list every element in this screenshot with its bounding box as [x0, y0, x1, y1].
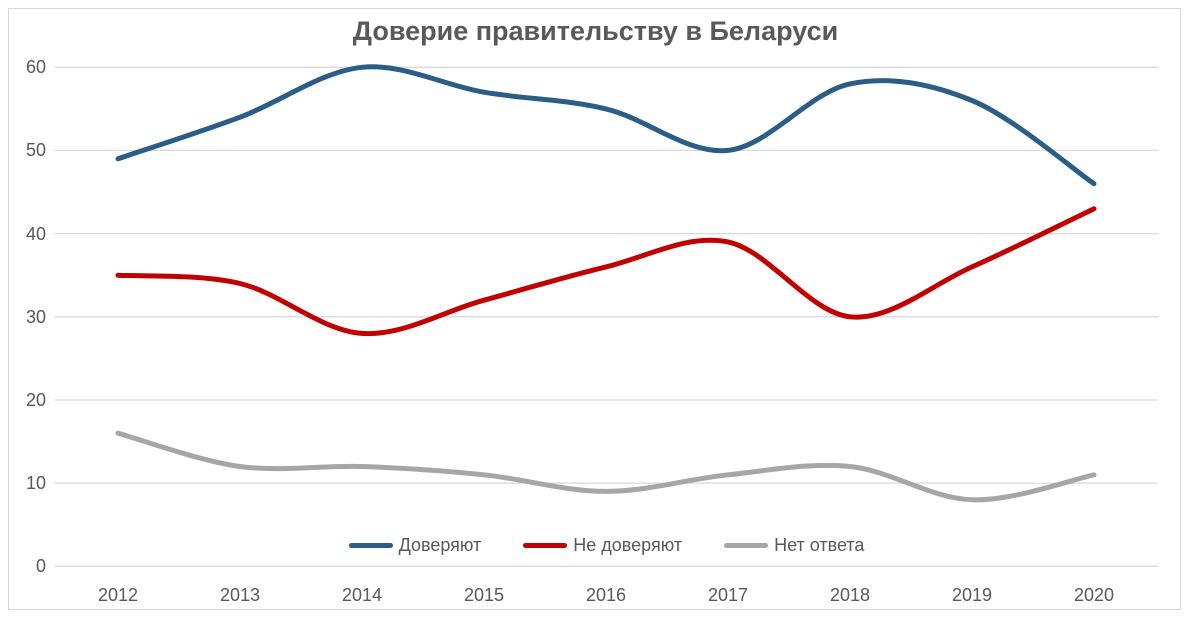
series-line-Нет ответа [115, 430, 1097, 503]
x-axis-label-2012: 2012 [97, 585, 139, 605]
legend-line-swatch [724, 542, 769, 548]
legend-label: Доверяют [398, 535, 482, 555]
y-axis-label-30: 30 [25, 306, 46, 327]
legend-line-swatch [348, 542, 393, 548]
legend: Доверяют Не доверяют Нет ответа [55, 534, 1158, 556]
x-axis-label-2018: 2018 [829, 585, 871, 605]
legend-label: Нет ответа [774, 535, 865, 555]
legend-label: Не доверяют [573, 535, 683, 555]
legend-line-swatch [523, 542, 568, 548]
x-axis-label-2019: 2019 [951, 585, 993, 605]
x-axis-label-2015: 2015 [463, 585, 505, 605]
x-axis-label-2020: 2020 [1073, 585, 1115, 605]
legend-item-Доверяют: Доверяют [348, 534, 482, 556]
x-axis-label-2014: 2014 [341, 585, 383, 605]
x-axis-label-2013: 2013 [219, 585, 261, 605]
y-axis-label-40: 40 [25, 223, 46, 244]
y-axis-label-10: 10 [25, 473, 46, 494]
y-axis-label-50: 50 [25, 140, 46, 161]
y-axis-label-20: 20 [25, 389, 46, 410]
series-line-Не доверяют [115, 206, 1097, 337]
legend-item-Нет ответа: Нет ответа [724, 534, 864, 556]
x-axis-label-2016: 2016 [585, 585, 627, 605]
x-axis-label-2017: 2017 [707, 585, 749, 605]
y-axis-label-0: 0 [35, 556, 46, 577]
y-axis-label-60: 60 [25, 57, 46, 78]
series-line-Доверяют [115, 64, 1097, 187]
legend-item-Не доверяют: Не доверяют [523, 534, 682, 556]
chart-title: Доверие правительству в Беларуси [352, 16, 839, 46]
